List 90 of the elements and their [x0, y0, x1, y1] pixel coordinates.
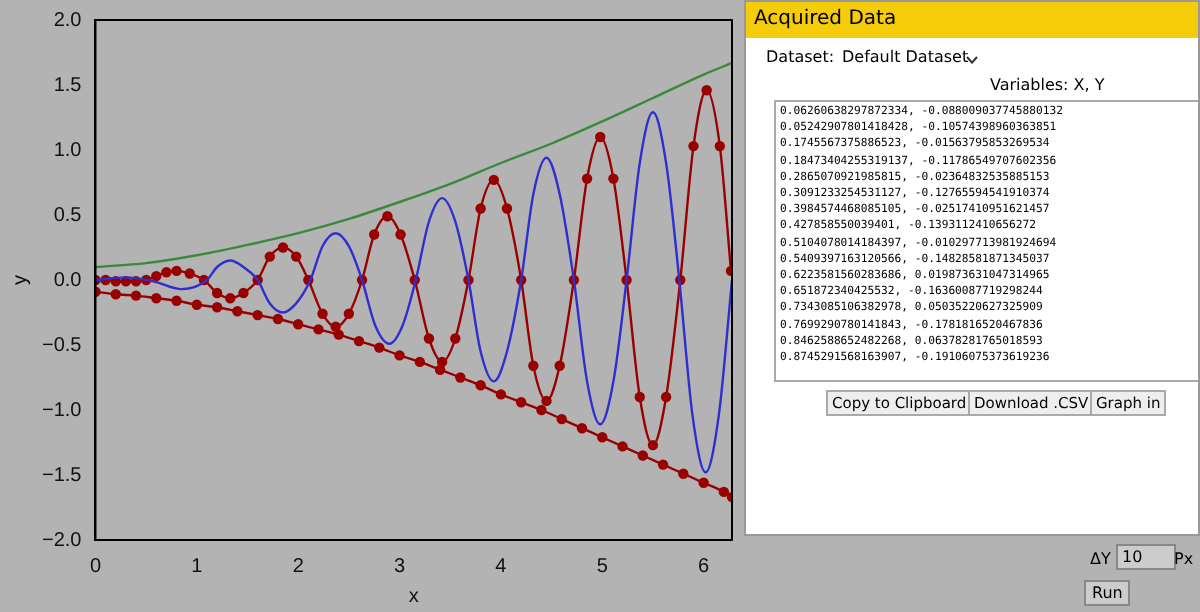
x-tick-label: 1 — [191, 555, 204, 578]
point — [515, 397, 527, 408]
point — [277, 242, 289, 253]
y-tick-label: 0.5 — [53, 204, 83, 227]
point — [171, 295, 182, 306]
point — [414, 356, 426, 368]
y-tick-label: 1.0 — [53, 139, 83, 162]
y-tick-label: 2.0 — [53, 9, 83, 32]
point — [171, 265, 182, 277]
point — [272, 313, 284, 325]
y-tick-label: 0.0 — [53, 269, 83, 292]
point — [657, 459, 669, 470]
point — [161, 267, 172, 278]
point — [678, 468, 689, 479]
y-tick-label: 1.5 — [53, 74, 83, 97]
point — [343, 308, 355, 319]
point — [369, 229, 380, 240]
point — [330, 321, 341, 332]
text: Default Dataset — [842, 48, 969, 66]
y-axis-title: y — [9, 275, 32, 285]
x-tick-label: 6 — [698, 555, 711, 578]
point — [554, 360, 565, 371]
point — [617, 441, 628, 452]
y-tick-label: −2.0 — [41, 529, 83, 552]
point — [495, 389, 507, 400]
point — [698, 477, 709, 488]
point — [647, 439, 659, 451]
point — [395, 229, 406, 240]
point — [382, 211, 393, 222]
text: Variables: X, Y — [990, 76, 1105, 94]
point — [718, 486, 730, 498]
point — [238, 287, 249, 299]
y-tick-label: −1.5 — [41, 464, 83, 487]
line-series — [95, 61, 732, 269]
point — [595, 131, 606, 143]
point — [660, 391, 672, 403]
point — [264, 251, 276, 262]
point — [576, 423, 588, 434]
point — [541, 395, 552, 407]
point — [211, 302, 223, 313]
point — [556, 413, 567, 425]
point — [488, 174, 500, 186]
point — [634, 391, 645, 403]
point — [450, 333, 461, 344]
x-tick-label: 3 — [393, 555, 406, 578]
point — [151, 293, 162, 304]
point — [475, 380, 486, 391]
point — [688, 140, 699, 152]
text: Acquired Data — [746, 2, 1198, 38]
point — [701, 85, 712, 96]
point — [184, 268, 195, 279]
point — [374, 342, 385, 353]
point — [232, 306, 243, 317]
point — [353, 335, 365, 347]
x-tick-label: 0 — [89, 555, 102, 578]
point — [536, 404, 547, 416]
y-tick-label: −1.0 — [41, 399, 83, 422]
point — [110, 289, 121, 300]
point — [475, 203, 486, 214]
point — [436, 356, 448, 368]
x-tick-label: 5 — [596, 555, 609, 578]
text: ΔY — [1090, 550, 1111, 568]
point — [608, 173, 619, 184]
text: Dataset: — [766, 48, 835, 66]
point — [313, 324, 324, 335]
point — [225, 293, 236, 304]
point — [423, 333, 435, 344]
point — [597, 432, 608, 443]
point — [501, 203, 513, 214]
x-tick-label: 4 — [495, 555, 508, 578]
point — [394, 350, 405, 361]
point — [528, 360, 539, 371]
x-tick-label: 2 — [292, 555, 305, 578]
point — [211, 287, 223, 299]
text: Run — [1084, 580, 1131, 606]
point — [714, 140, 726, 152]
text: Px — [1174, 550, 1194, 568]
point — [455, 372, 466, 383]
point — [130, 290, 142, 301]
text: 10 — [1116, 544, 1176, 570]
point — [581, 173, 593, 184]
point — [191, 299, 203, 310]
point — [151, 270, 162, 282]
y-tick-label: −0.5 — [41, 334, 83, 357]
x-axis-title: x — [408, 585, 419, 608]
point — [293, 319, 304, 330]
point — [290, 251, 302, 262]
point — [637, 450, 649, 461]
point — [317, 308, 328, 319]
point — [252, 309, 263, 321]
